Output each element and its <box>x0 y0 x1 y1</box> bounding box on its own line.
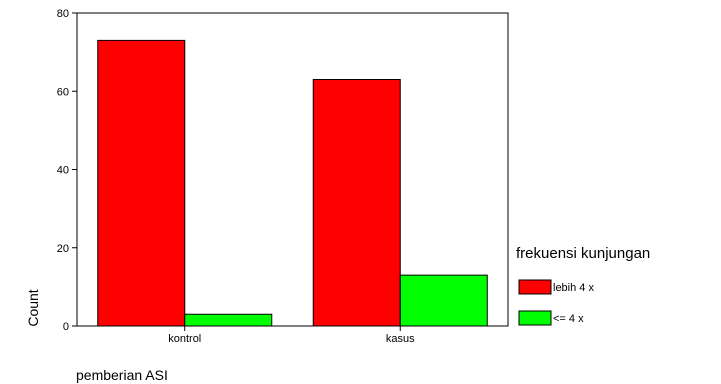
legend-swatch <box>518 310 552 326</box>
x-axis-title: pemberian ASI <box>76 367 168 383</box>
bar-lebih-4x-kasus <box>312 79 401 327</box>
bars <box>97 39 488 327</box>
bar-le-4x-kontrol <box>184 313 273 327</box>
legend-label: <= 4 x <box>553 313 584 325</box>
x-axis: kontrol kasus <box>168 326 415 345</box>
legend-title: frekuensi kunjungan <box>516 245 650 262</box>
legend-swatch <box>518 279 552 295</box>
y-tick-label: 80 <box>57 8 69 20</box>
legend: frekuensi kunjungan lebih 4 x <= 4 x <box>516 245 650 326</box>
y-axis-title: Count <box>25 289 41 326</box>
y-tick-label: 40 <box>57 165 69 177</box>
y-tick-label: 20 <box>57 243 69 255</box>
x-tick-label: kasus <box>386 333 415 345</box>
y-tick-label: 60 <box>57 86 69 98</box>
y-tick-label: 0 <box>63 321 69 333</box>
y-axis: 0 20 40 60 80 <box>57 8 77 333</box>
x-tick-label: kontrol <box>168 333 201 345</box>
legend-label: lebih 4 x <box>553 282 594 294</box>
bar-lebih-4x-kontrol <box>97 39 186 327</box>
bar-le-4x-kasus <box>399 274 488 327</box>
